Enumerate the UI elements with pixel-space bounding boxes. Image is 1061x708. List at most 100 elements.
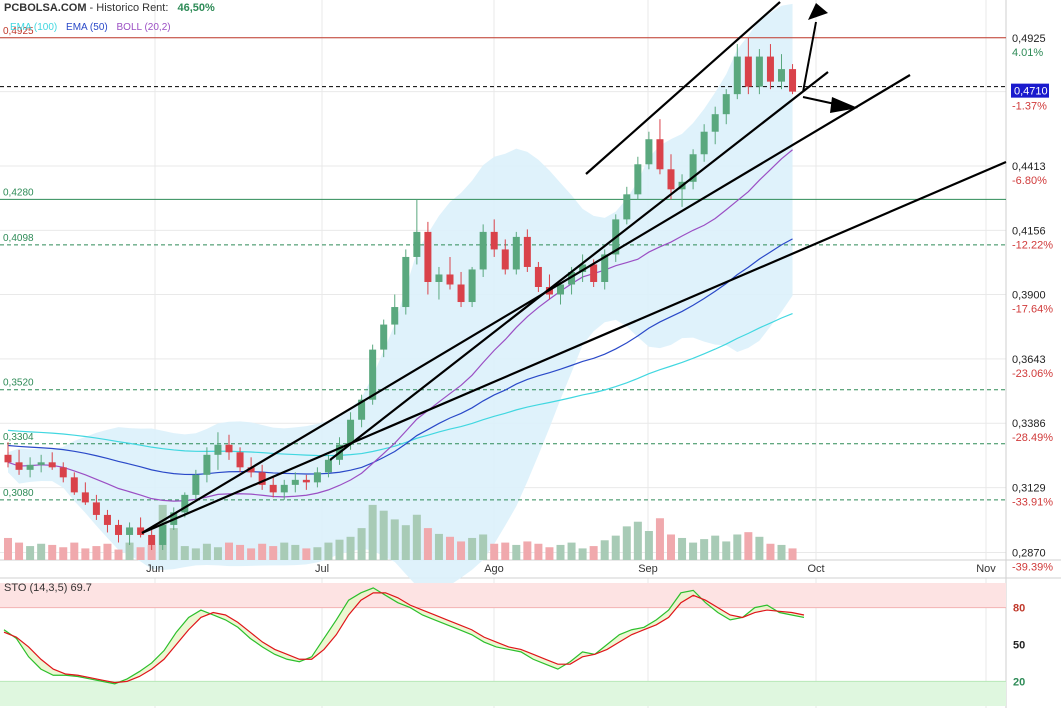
candle-body [203, 454, 211, 475]
price-tick-pct: -6.80% [1012, 175, 1047, 187]
volume-bar [744, 532, 753, 560]
last-price-box [1011, 83, 1049, 98]
trendline [141, 160, 1007, 535]
chart-subtitle: - Historico [86, 2, 140, 14]
volume-bar [37, 543, 46, 560]
legend-boll: BOLL (20,2) [116, 22, 171, 33]
candle-body [92, 502, 100, 515]
bollinger-fill [8, 3, 793, 589]
price-tick-pct: -12.22% [1012, 239, 1053, 251]
candle-body [236, 452, 244, 468]
candle-body [70, 477, 78, 493]
candle-body [59, 467, 67, 478]
date-tick-label: Jun [146, 563, 164, 575]
level-label: 0,4925 [3, 26, 34, 37]
volume-bar [15, 542, 24, 560]
level-label: 0,3304 [3, 432, 34, 443]
candle-body [490, 231, 498, 250]
ema50-line [7, 238, 793, 476]
trendline [329, 71, 829, 461]
trendline [585, 1, 781, 175]
sto-level-label: 80 [1013, 603, 1025, 615]
volume-bar [766, 543, 775, 560]
candle-body [137, 527, 145, 535]
candle-body [468, 269, 476, 303]
price-tick-label: 0,3643 [1012, 354, 1046, 366]
volume-bar [136, 547, 145, 560]
volume-bar [711, 535, 720, 560]
price-tick-label: 0,4710 [1014, 86, 1048, 98]
candle-body [744, 56, 752, 87]
oversold-zone [0, 681, 1006, 706]
candle-body [358, 399, 366, 420]
candle-body [115, 524, 122, 535]
candle-body [48, 462, 56, 468]
candle-body [579, 264, 587, 272]
volume-bar [567, 542, 576, 560]
price-tick-pct: -28.49% [1012, 432, 1053, 444]
volume-bar [191, 548, 200, 560]
candle-body [103, 514, 111, 525]
candle-body [181, 494, 189, 513]
candle-body [479, 231, 487, 270]
price-tick-label: 0,2870 [1012, 547, 1046, 559]
volume-bar [689, 542, 698, 560]
volume-bar [468, 537, 477, 560]
volume-bar [446, 536, 454, 560]
volume-bar [4, 537, 12, 560]
candle-body [689, 154, 697, 182]
candle-body [26, 464, 34, 470]
price-tick-label: 0,4413 [1012, 161, 1046, 173]
moving-averages [7, 149, 793, 502]
volume-bar [545, 547, 554, 560]
volume-bar [667, 534, 675, 560]
volume-bar [434, 533, 443, 560]
volume-bar [81, 548, 90, 560]
volume-bar [733, 534, 742, 560]
volume-bar [534, 543, 543, 560]
price-tick-pct: -17.64% [1012, 304, 1053, 316]
candle-body [733, 56, 741, 95]
candle-body [269, 484, 277, 493]
volume-bars [4, 504, 797, 560]
ema100-line [7, 312, 793, 457]
legend-ema100: EMA (100) [10, 22, 58, 33]
candle-body [402, 256, 410, 308]
arrow-right-line [802, 96, 836, 105]
price-tick-pct: -39.39% [1012, 561, 1053, 573]
trendline [141, 74, 911, 534]
candle-body [722, 94, 730, 115]
volume-bar [147, 544, 156, 560]
price-tick-pct: -33.91% [1012, 497, 1053, 509]
volume-bar [490, 543, 499, 560]
horizontal-levels: 0,4925 0,4280 0,4098 0,3520 0,3304 0,3080 [0, 26, 1006, 501]
volume-bar [556, 544, 565, 560]
candle-body [501, 249, 509, 270]
candle-body [324, 459, 332, 473]
volume-bar [512, 544, 521, 560]
candle-body [634, 164, 642, 195]
candle-body [192, 474, 200, 495]
volume-bar [479, 534, 488, 560]
candle-body [148, 534, 156, 545]
volume-bar [390, 519, 399, 560]
candle-body [789, 69, 797, 92]
candle-body [667, 169, 675, 190]
candle-body [656, 139, 664, 170]
arrow-up-line [802, 21, 817, 93]
candle-body [380, 324, 388, 350]
volume-bar [523, 541, 532, 560]
volume-bar [578, 548, 587, 560]
volume-bar [313, 547, 322, 560]
sto-label: STO (14,3,5) 69.7 [4, 582, 92, 594]
candle-body [590, 264, 598, 282]
level-label: 0,4098 [3, 233, 34, 244]
candle-body [700, 131, 708, 155]
volume-bar [412, 514, 421, 560]
candle-body [15, 462, 23, 470]
candle-body [557, 284, 564, 295]
volume-bar [379, 510, 388, 560]
price-tick-label: 0,4925 [1012, 33, 1046, 45]
volume-bar [48, 544, 57, 560]
volume-bar [611, 535, 620, 560]
